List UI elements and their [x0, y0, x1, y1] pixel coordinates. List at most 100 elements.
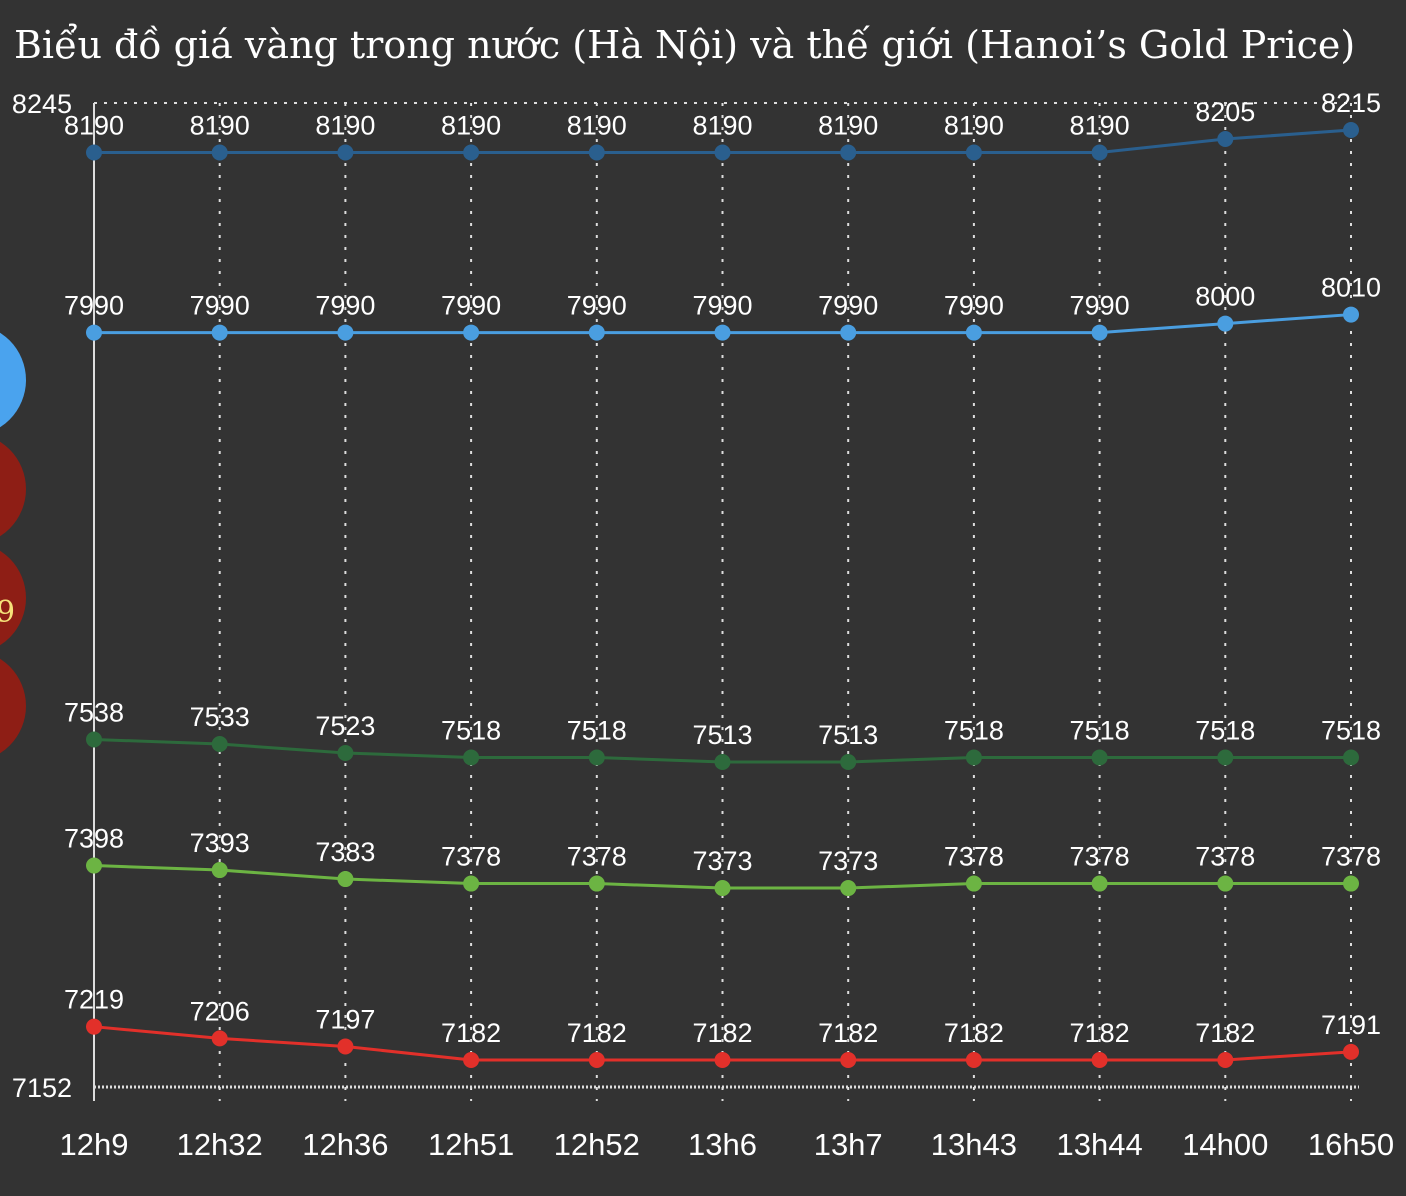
data-label: 8190 — [692, 111, 752, 141]
data-label: 8215 — [1321, 88, 1381, 118]
data-label: 8205 — [1195, 97, 1255, 127]
data-point — [714, 1051, 731, 1068]
data-label: 7513 — [818, 720, 878, 750]
data-label: 8190 — [818, 111, 878, 141]
data-point — [840, 754, 857, 771]
chart-title: Biểu đồ giá vàng trong nước (Hà Nội) và … — [14, 23, 1355, 67]
data-label: 7378 — [944, 842, 1004, 872]
data-point — [588, 749, 605, 766]
data-point — [463, 144, 480, 161]
data-label: 7378 — [1321, 842, 1381, 872]
side-badge-text: 9 — [0, 595, 15, 630]
y-tick-label: 8245 — [12, 89, 72, 119]
data-point — [840, 144, 857, 161]
data-label: 7197 — [315, 1004, 375, 1034]
data-point — [1091, 144, 1108, 161]
data-label: 8000 — [1195, 282, 1255, 312]
data-label: 7378 — [1195, 842, 1255, 872]
data-point — [588, 144, 605, 161]
data-label: 7373 — [692, 846, 752, 876]
y-tick-label: 7152 — [12, 1073, 72, 1103]
data-label: 7398 — [64, 824, 124, 854]
data-point — [463, 875, 480, 892]
data-label: 7518 — [1195, 715, 1255, 745]
data-label: 8190 — [944, 111, 1004, 141]
data-label: 7990 — [1070, 291, 1130, 321]
side-badge — [0, 550, 26, 646]
data-point — [965, 144, 982, 161]
data-point — [1343, 306, 1359, 323]
data-label: 7182 — [944, 1018, 1004, 1048]
data-label: 7518 — [441, 715, 501, 745]
data-point — [714, 324, 731, 341]
data-point — [588, 324, 605, 341]
data-point — [840, 324, 857, 341]
data-label: 8190 — [567, 111, 627, 141]
data-point — [1091, 749, 1108, 766]
data-point — [337, 871, 354, 888]
data-point — [714, 144, 731, 161]
data-point — [965, 1051, 982, 1068]
data-label: 7538 — [64, 697, 124, 727]
data-point — [1091, 1051, 1108, 1068]
data-point — [1343, 122, 1359, 139]
x-tick-label: 13h7 — [814, 1127, 883, 1162]
data-label: 7182 — [567, 1018, 627, 1048]
data-label: 7990 — [567, 291, 627, 321]
x-tick-label: 13h43 — [931, 1127, 1017, 1162]
data-label: 7523 — [315, 711, 375, 741]
data-point — [211, 735, 228, 752]
x-tick-label: 12h9 — [60, 1127, 129, 1162]
x-tick-label: 16h50 — [1308, 1127, 1394, 1162]
x-tick-label: 12h36 — [302, 1127, 388, 1162]
data-point — [840, 1051, 857, 1068]
data-point — [211, 862, 228, 879]
data-point — [1343, 1043, 1359, 1060]
data-point — [1091, 875, 1108, 892]
side-badge — [0, 441, 26, 537]
data-point — [211, 324, 228, 341]
data-label: 8010 — [1321, 273, 1381, 303]
x-tick-label: 12h32 — [177, 1127, 263, 1162]
data-label: 7383 — [315, 837, 375, 867]
data-point — [965, 875, 982, 892]
data-point — [86, 857, 102, 874]
data-point — [86, 324, 102, 341]
data-label: 7990 — [692, 291, 752, 321]
side-badge — [0, 332, 26, 428]
data-label: 7191 — [1321, 1010, 1381, 1040]
data-label: 7533 — [190, 702, 250, 732]
data-point — [588, 875, 605, 892]
data-label: 7182 — [1070, 1018, 1130, 1048]
data-label: 7990 — [944, 291, 1004, 321]
data-label: 7518 — [567, 715, 627, 745]
data-point — [463, 324, 480, 341]
data-point — [463, 749, 480, 766]
data-point — [337, 144, 354, 161]
data-point — [337, 744, 354, 761]
data-label: 8190 — [441, 111, 501, 141]
x-tick-label: 12h51 — [428, 1127, 514, 1162]
data-label: 8190 — [64, 111, 124, 141]
data-label: 7182 — [692, 1018, 752, 1048]
data-label: 7378 — [1070, 842, 1130, 872]
data-point — [1217, 749, 1234, 766]
data-point — [1217, 1051, 1234, 1068]
data-point — [1217, 131, 1234, 148]
data-point — [1343, 749, 1359, 766]
data-point — [965, 749, 982, 766]
data-point — [86, 144, 102, 161]
data-label: 7513 — [692, 720, 752, 750]
data-point — [1343, 875, 1359, 892]
data-point — [463, 1051, 480, 1068]
x-tick-label: 14h00 — [1182, 1127, 1268, 1162]
data-label: 7990 — [64, 291, 124, 321]
data-label: 7219 — [64, 985, 124, 1015]
data-point — [211, 144, 228, 161]
data-label: 7373 — [818, 846, 878, 876]
data-label: 7182 — [441, 1018, 501, 1048]
data-label: 8190 — [315, 111, 375, 141]
data-point — [1217, 315, 1234, 332]
data-label: 8190 — [1070, 111, 1130, 141]
